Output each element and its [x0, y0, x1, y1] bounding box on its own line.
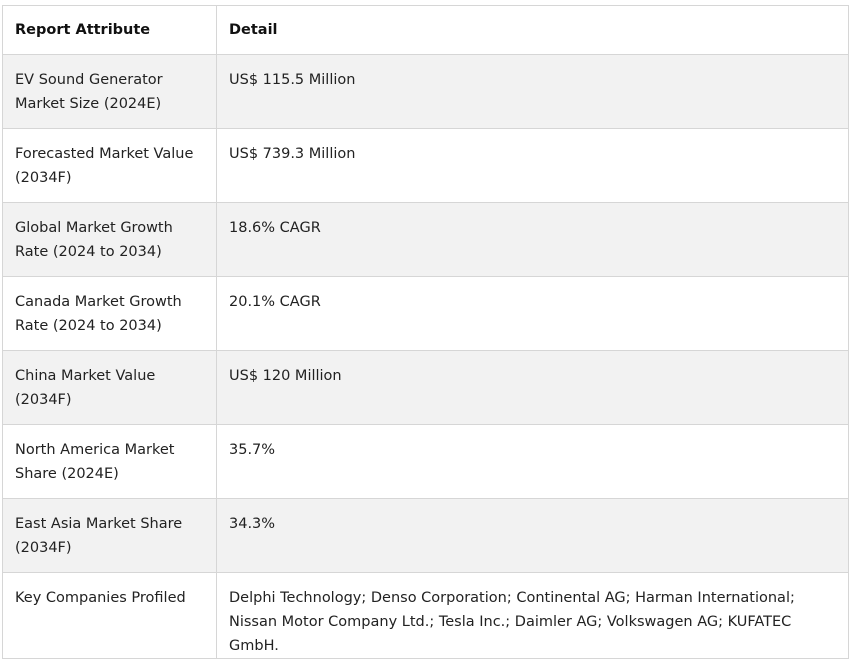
table-row: Global Market Growth Rate (2024 to 2034)… [2, 202, 849, 277]
detail-cell: Delphi Technology; Denso Corporation; Co… [216, 572, 849, 659]
table-row: China Market Value (2034F) US$ 120 Milli… [2, 350, 849, 425]
table-row: Forecasted Market Value (2034F) US$ 739.… [2, 128, 849, 203]
detail-cell: 34.3% [216, 498, 849, 573]
attribute-cell: Canada Market Growth Rate (2024 to 2034) [2, 276, 217, 351]
attribute-cell: EV Sound Generator Market Size (2024E) [2, 54, 217, 129]
table-row: East Asia Market Share (2034F) 34.3% [2, 498, 849, 573]
detail-cell: US$ 739.3 Million [216, 128, 849, 203]
header-detail: Detail [216, 5, 849, 55]
detail-cell: 35.7% [216, 424, 849, 499]
attribute-cell: East Asia Market Share (2034F) [2, 498, 217, 573]
attribute-cell: China Market Value (2034F) [2, 350, 217, 425]
table-row: Key Companies Profiled Delphi Technology… [2, 572, 849, 659]
detail-cell: US$ 115.5 Million [216, 54, 849, 129]
attribute-cell: North America Market Share (2024E) [2, 424, 217, 499]
attribute-cell: Forecasted Market Value (2034F) [2, 128, 217, 203]
table-row: North America Market Share (2024E) 35.7% [2, 424, 849, 499]
attribute-cell: Global Market Growth Rate (2024 to 2034) [2, 202, 217, 277]
detail-cell: 18.6% CAGR [216, 202, 849, 277]
table-header-row: Report Attribute Detail [2, 5, 849, 55]
attribute-cell: Key Companies Profiled [2, 572, 217, 659]
table-row: Canada Market Growth Rate (2024 to 2034)… [2, 276, 849, 351]
detail-cell: 20.1% CAGR [216, 276, 849, 351]
header-report-attribute: Report Attribute [2, 5, 217, 55]
report-attributes-table: Report Attribute Detail EV Sound Generat… [2, 5, 849, 659]
table-row: EV Sound Generator Market Size (2024E) U… [2, 54, 849, 129]
detail-cell: US$ 120 Million [216, 350, 849, 425]
